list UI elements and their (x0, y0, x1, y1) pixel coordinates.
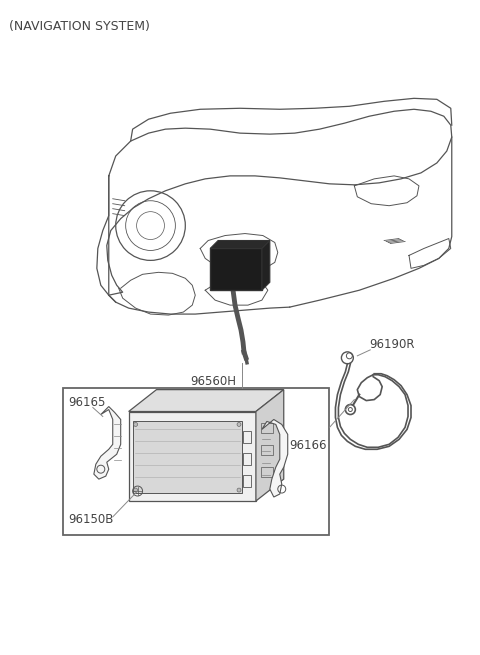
Bar (261, 445, 273, 455)
Polygon shape (256, 390, 284, 501)
Text: (NAVIGATION SYSTEM): (NAVIGATION SYSTEM) (9, 20, 150, 33)
Polygon shape (262, 419, 288, 497)
Polygon shape (262, 240, 270, 290)
Bar (243, 432, 251, 443)
Text: 96190R: 96190R (369, 338, 415, 351)
Circle shape (133, 422, 138, 426)
Bar (63, 388, 329, 534)
Bar (243, 453, 251, 465)
Text: 96166: 96166 (290, 440, 327, 453)
Circle shape (237, 488, 241, 492)
Bar (129, 411, 256, 501)
Bar (132, 421, 242, 493)
Circle shape (237, 422, 241, 426)
Polygon shape (94, 407, 120, 479)
Text: 96165: 96165 (68, 396, 106, 409)
Bar (243, 475, 251, 487)
Text: 96560H: 96560H (190, 375, 236, 388)
Bar (261, 423, 273, 434)
Text: 96150B: 96150B (68, 513, 113, 526)
Polygon shape (210, 240, 270, 248)
Bar (210, 248, 262, 290)
Bar (261, 467, 273, 477)
Circle shape (133, 488, 138, 492)
Polygon shape (129, 390, 284, 411)
